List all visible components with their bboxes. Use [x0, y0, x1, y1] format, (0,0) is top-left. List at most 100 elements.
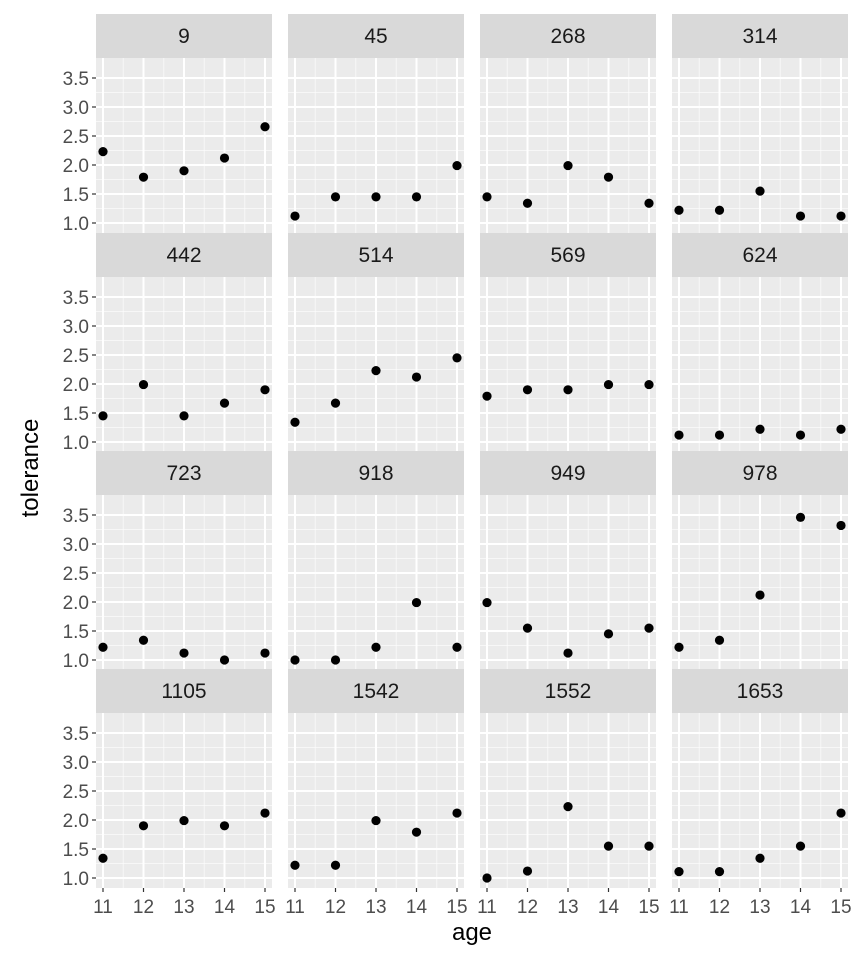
data-point: [98, 147, 108, 157]
facet-strip-label: 1552: [545, 680, 592, 703]
x-tick-label: 12: [133, 897, 154, 918]
facet-grid: 9 1.0 1.5 2.0 2.5 3.0 3.5 45 268 314 442 1.0 1.5 2.0 2…: [63, 14, 852, 918]
y-axis-title: tolerance: [17, 419, 44, 518]
data-point: [138, 172, 149, 182]
y-tick-label: 1.0: [63, 651, 89, 672]
data-point: [674, 867, 684, 877]
facet-strip-label: 723: [166, 462, 201, 485]
y-tick-label: 2.5: [63, 127, 89, 148]
facet-strip-label: 268: [550, 25, 585, 48]
data-point: [644, 198, 654, 208]
facet-strip-label: 442: [166, 244, 201, 267]
facet-panel: 978: [672, 451, 848, 674]
data-point: [290, 655, 300, 665]
facet-strip: [288, 669, 464, 713]
y-tick-label: 2.0: [63, 593, 89, 614]
x-tick-label: 11: [669, 897, 689, 918]
data-point: [603, 379, 614, 390]
facet-strip: [96, 669, 272, 713]
facet-panel: 1105 1.0 1.5 2.0 2.5 3.0 3.5 11 12 13 14 15: [63, 669, 276, 918]
data-point: [714, 430, 725, 440]
y-tick-label: 1.5: [63, 622, 89, 643]
data-point: [755, 853, 765, 863]
x-tick-label: 15: [638, 897, 659, 918]
data-point: [563, 648, 573, 658]
facet-panel: 442 1.0 1.5 2.0 2.5 3.0 3.5: [63, 233, 272, 456]
data-point: [755, 424, 765, 434]
data-point: [714, 867, 725, 877]
data-point: [371, 366, 381, 376]
data-point: [452, 642, 462, 652]
facet-panel: 918: [288, 451, 464, 674]
facet-strip-label: 978: [742, 462, 777, 485]
facet-panel: 624: [672, 233, 848, 456]
data-point: [644, 379, 654, 390]
data-point: [219, 655, 230, 665]
facet-strip-label: 918: [358, 462, 393, 485]
data-point: [179, 815, 189, 826]
x-tick-label: 11: [93, 897, 113, 918]
y-tick-label: 2.5: [63, 564, 89, 585]
data-point: [563, 160, 573, 171]
data-point: [482, 873, 492, 883]
facet-strip: [96, 451, 272, 495]
data-point: [755, 590, 765, 600]
facet-strip-label: 514: [358, 244, 393, 267]
data-point: [98, 411, 108, 421]
facet-strip-label: 314: [742, 25, 777, 48]
y-tick-label: 1.5: [63, 185, 89, 206]
facet-strip-label: 1542: [353, 680, 400, 703]
data-point: [371, 192, 381, 202]
y-tick-label: 3.5: [63, 288, 89, 309]
data-point: [795, 211, 806, 221]
y-tick-label: 1.5: [63, 404, 89, 425]
data-point: [644, 841, 654, 851]
data-point: [260, 122, 270, 132]
y-tick-label: 2.0: [63, 811, 89, 832]
data-point: [371, 642, 381, 652]
x-tick-label: 12: [325, 897, 346, 918]
data-point: [836, 808, 846, 818]
data-point: [452, 160, 462, 171]
facet-panel: 45: [288, 14, 464, 237]
facet-panel: 314: [672, 14, 848, 237]
facet-strip: [96, 233, 272, 277]
data-point: [836, 424, 846, 434]
data-point: [603, 172, 614, 182]
x-tick-label: 15: [446, 897, 467, 918]
data-point: [452, 353, 462, 363]
facet-panel: 514: [288, 233, 464, 456]
data-point: [330, 655, 341, 665]
y-tick-label: 3.0: [63, 535, 89, 556]
y-tick-label: 2.5: [63, 782, 89, 803]
x-tick-label: 13: [749, 897, 770, 918]
data-point: [714, 205, 725, 215]
data-point: [482, 192, 492, 202]
data-point: [603, 629, 614, 639]
data-point: [260, 385, 270, 395]
facet-strip: [672, 669, 848, 713]
facet-panel: 1653 11 12 13 14 15: [669, 669, 852, 918]
x-tick-label: 14: [790, 897, 812, 918]
data-point: [795, 841, 806, 851]
y-tick-label: 3.5: [63, 506, 89, 527]
data-point: [795, 430, 806, 440]
data-point: [290, 417, 300, 427]
x-tick-label: 14: [598, 897, 620, 918]
facet-strip-label: 1653: [737, 680, 784, 703]
x-tick-label: 15: [830, 897, 851, 918]
x-tick-label: 11: [285, 897, 305, 918]
x-tick-label: 12: [517, 897, 538, 918]
data-point: [179, 648, 189, 658]
data-point: [138, 821, 149, 831]
data-point: [522, 385, 533, 395]
facet-strip-label: 624: [742, 244, 777, 267]
data-point: [563, 385, 573, 395]
facet-strip-label: 45: [364, 25, 387, 48]
data-point: [563, 802, 573, 812]
y-tick-label: 3.0: [63, 98, 89, 119]
data-point: [411, 827, 422, 837]
data-point: [674, 205, 684, 215]
facet-panel: 268: [480, 14, 656, 237]
